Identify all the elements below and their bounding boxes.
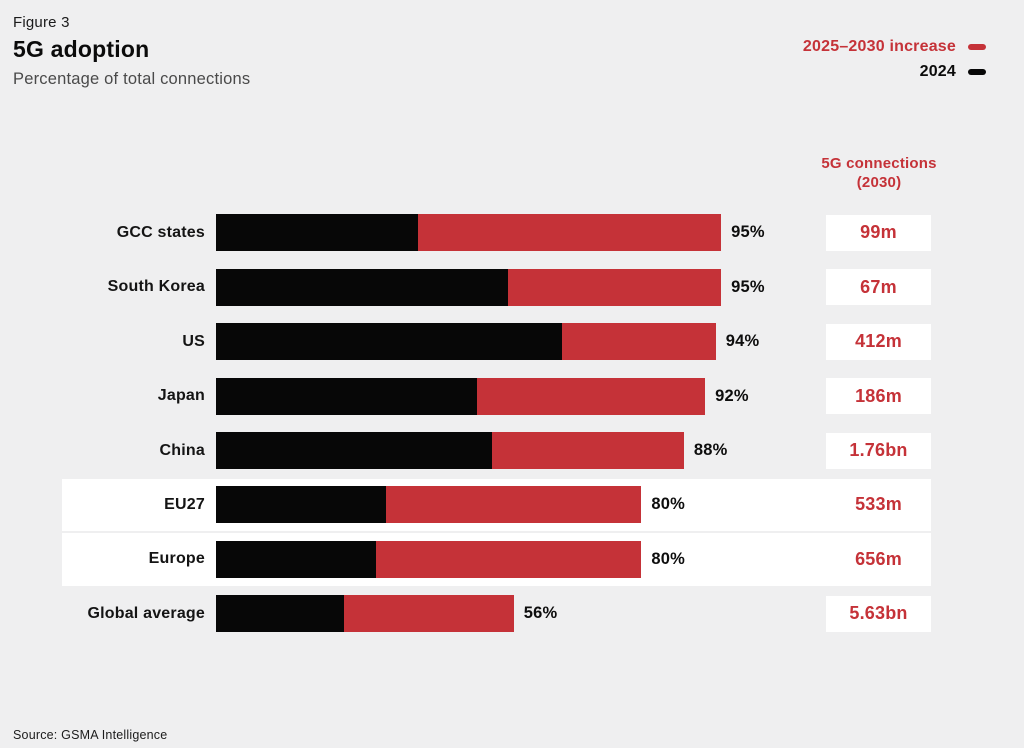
connections-2030-box: 5.63bn <box>826 595 931 632</box>
row-label: EU27 <box>164 495 205 513</box>
row-label: Europe <box>148 550 205 568</box>
legend-swatch-increase-icon <box>968 43 986 50</box>
chart-row: GCC states 95% 99m <box>0 206 1024 260</box>
bar-segment-2024 <box>216 377 477 415</box>
total-percent-label: 88% <box>693 441 728 460</box>
bar-segment-increase <box>343 595 514 633</box>
legend-label-increase: 2025–2030 increase <box>802 37 956 55</box>
total-percent-label: 80% <box>651 495 685 514</box>
connections-2030-box: 412m <box>826 323 931 360</box>
total-percent-label: 80% <box>651 549 685 568</box>
bar-segment-increase <box>561 323 716 361</box>
chart-row: China 88% 1.76bn <box>0 423 1024 477</box>
bar-segment-2024 <box>216 323 562 361</box>
total-percent-label: 95% <box>731 277 765 296</box>
connections-2030-value: 656m <box>855 548 902 569</box>
bar-segment-increase <box>492 432 684 470</box>
row-label: US <box>182 332 205 350</box>
bar-segment-increase <box>375 540 642 578</box>
chart-title: 5G adoption <box>13 36 150 62</box>
total-percent-label: 92% <box>715 386 749 405</box>
bar-segment-2024 <box>216 486 387 524</box>
figure-label: Figure 3 <box>13 14 70 31</box>
connections-2030-value: 5.63bn <box>849 603 908 624</box>
connections-2030-box: 99m <box>826 214 931 251</box>
bar-segment-2024 <box>216 540 376 578</box>
row-label: GCC states <box>116 223 205 241</box>
bar-segment-2024 <box>216 432 493 470</box>
connections-column-header-line2: (2030) <box>856 174 902 191</box>
row-label: China <box>159 441 205 459</box>
connections-2030-value: 1.76bn <box>849 440 908 461</box>
legend: 2025–2030 increase 2024 <box>803 37 986 87</box>
chart-row: Global average 56% 5.63bn <box>0 587 1024 641</box>
connections-2030-value: 186m <box>855 385 902 406</box>
bar-segment-increase <box>418 214 722 252</box>
row-label: Global average <box>87 604 205 622</box>
bottom-strip <box>0 748 1024 755</box>
chart-row: Europe 80% 656m <box>0 532 1024 586</box>
legend-item-2024: 2024 <box>803 62 986 81</box>
connections-2030-value: 412m <box>855 331 902 352</box>
chart-row: EU27 80% 533m <box>0 478 1024 532</box>
connections-2030-value: 533m <box>855 494 902 515</box>
total-percent-label: 56% <box>523 604 558 623</box>
bar-segment-2024 <box>216 595 344 633</box>
connections-column-header: 5G connections (2030) <box>779 154 979 192</box>
chart-row: South Korea 95% 67m <box>0 260 1024 314</box>
chart-header: Figure 3 5G adoption Percentage of total… <box>13 14 250 89</box>
row-label: South Korea <box>107 278 205 296</box>
connections-2030-box: 186m <box>826 378 931 415</box>
legend-label-2024: 2024 <box>919 62 956 80</box>
bar-segment-increase <box>508 268 722 306</box>
connections-2030-box: 1.76bn <box>826 432 931 469</box>
total-percent-label: 95% <box>731 223 765 242</box>
legend-swatch-2024-icon <box>968 68 986 75</box>
connections-2030-value: 99m <box>860 222 897 243</box>
connections-2030-box: 656m <box>826 541 931 578</box>
bar-segment-increase <box>386 486 642 524</box>
connections-column-header-line1: 5G connections <box>821 155 937 172</box>
row-label: Japan <box>157 387 205 405</box>
chart-row: US 94% 412m <box>0 315 1024 369</box>
bar-segment-2024 <box>216 214 419 252</box>
bar-segment-2024 <box>216 268 509 306</box>
total-percent-label: 94% <box>725 332 760 351</box>
connections-2030-box: 533m <box>826 486 931 523</box>
bar-segment-increase <box>476 377 706 415</box>
chart-row: Japan 92% 186m <box>0 369 1024 423</box>
connections-2030-box: 67m <box>826 269 931 306</box>
chart-subtitle: Percentage of total connections <box>13 70 251 88</box>
legend-item-increase: 2025–2030 increase <box>803 37 986 56</box>
source-note: Source: GSMA Intelligence <box>13 728 168 742</box>
connections-2030-value: 67m <box>860 276 897 297</box>
